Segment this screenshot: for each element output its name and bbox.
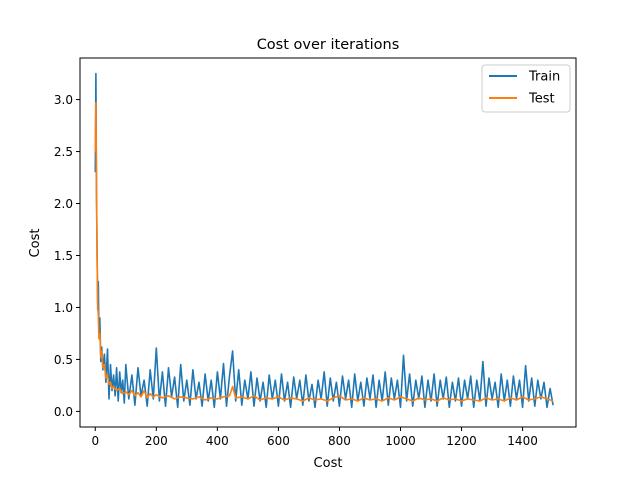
- y-tick-label: 2.0: [54, 197, 73, 211]
- x-tick-label: 1400: [507, 434, 538, 448]
- x-axis-label: Cost: [314, 456, 343, 471]
- series-line-train: [94, 72, 554, 409]
- x-tick-label: 1200: [446, 434, 477, 448]
- chart-title: Cost over iterations: [257, 37, 400, 53]
- plot-frame: [79, 57, 577, 428]
- y-tick-label: 1.5: [54, 249, 73, 263]
- x-tick-label: 0: [91, 434, 99, 448]
- legend: Train Test: [481, 64, 571, 113]
- legend-label-test: Test: [528, 92, 555, 107]
- y-axis: 0.0 0.5 1.0 1.5 2.0 2.5 3.0: [54, 93, 80, 419]
- x-tick-label: 200: [145, 434, 168, 448]
- x-axis: 0 200 400 600 800 1000 1200 1400: [91, 427, 538, 448]
- y-tick-label: 0.5: [54, 353, 73, 367]
- x-tick-label: 1000: [385, 434, 416, 448]
- y-axis-label: Cost: [28, 229, 43, 258]
- x-tick-label: 400: [206, 434, 229, 448]
- x-tick-label: 800: [328, 434, 351, 448]
- series-layer: [94, 72, 554, 409]
- y-tick-label: 2.5: [54, 145, 73, 159]
- series-line-test: [94, 101, 554, 402]
- y-tick-label: 0.0: [54, 405, 73, 419]
- legend-label-train: Train: [528, 70, 560, 85]
- x-tick-label: 600: [267, 434, 290, 448]
- y-tick-label: 3.0: [54, 93, 73, 107]
- y-tick-label: 1.0: [54, 301, 73, 315]
